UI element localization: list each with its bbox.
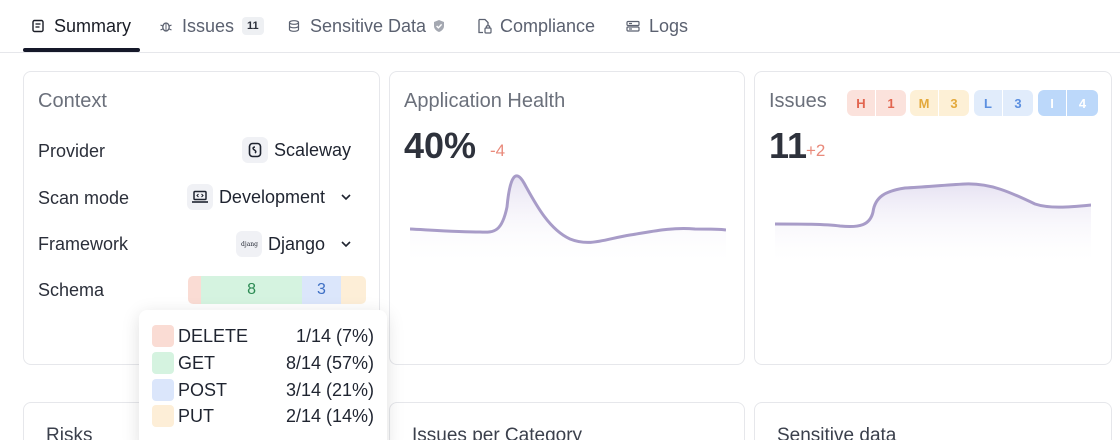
health-sparkline bbox=[410, 174, 726, 267]
tooltip-swatch bbox=[152, 325, 174, 347]
issues-sparkline-area bbox=[775, 183, 1091, 267]
severity-letter: L bbox=[984, 95, 992, 111]
scan-mode-label: Scan mode bbox=[38, 188, 130, 208]
severity-info-badge[interactable]: I 4 bbox=[1038, 90, 1098, 116]
issues-delta: +2 bbox=[806, 141, 826, 160]
logs-icon bbox=[625, 18, 641, 34]
provider-name: Scaleway bbox=[273, 139, 351, 160]
tooltip-swatch bbox=[152, 379, 174, 401]
laptop-code-icon bbox=[186, 184, 213, 210]
tooltip-value: 8/14 (57%) bbox=[285, 352, 374, 373]
tooltip-row-delete: DELETE 1/14 (7%) bbox=[152, 325, 374, 347]
issues-count-badge: 11 bbox=[242, 17, 264, 35]
document-icon bbox=[30, 18, 46, 34]
issues-title: Issues bbox=[769, 90, 827, 112]
schema-segment-put[interactable] bbox=[340, 276, 366, 304]
tab-sensitive-data[interactable]: Sensitive Data bbox=[286, 0, 446, 52]
scan-mode-value: Development bbox=[218, 186, 325, 207]
tooltip-method: PUT bbox=[178, 405, 214, 426]
tooltip-row-post: POST 3/14 (21%) bbox=[152, 379, 374, 401]
severity-medium-badge[interactable]: M 3 bbox=[910, 90, 969, 116]
bug-icon bbox=[158, 18, 174, 34]
scan-mode-select[interactable]: Development bbox=[186, 184, 353, 210]
health-sparkline-line bbox=[410, 174, 726, 244]
tab-summary[interactable]: Summary bbox=[30, 0, 131, 52]
severity-letter: M bbox=[918, 95, 930, 111]
tooltip-row-get: GET 8/14 (57%) bbox=[152, 352, 374, 374]
django-logo: django bbox=[235, 231, 262, 257]
risks-title: Risks bbox=[46, 425, 93, 440]
severity-count: 3 bbox=[1014, 95, 1022, 111]
severity-divider bbox=[1066, 90, 1067, 116]
tab-label: Logs bbox=[649, 15, 689, 36]
context-title: Context bbox=[38, 90, 107, 112]
health-sparkline-area bbox=[410, 175, 726, 267]
file-lock-icon bbox=[476, 18, 492, 34]
schema-segment-get[interactable]: 8 bbox=[200, 276, 303, 304]
health-value: 40% bbox=[404, 125, 477, 166]
health-title: Application Health bbox=[404, 90, 566, 112]
schema-tooltip: DELETE 1/14 (7%) GET 8/14 (57%) POST 3/1… bbox=[139, 310, 387, 440]
health-card: Application Health 40% -4 bbox=[389, 71, 745, 365]
chevron-down-icon bbox=[339, 237, 353, 251]
shield-check-icon bbox=[432, 19, 446, 33]
sensitive-data-title: Sensitive data bbox=[777, 425, 897, 440]
active-tab-indicator bbox=[23, 48, 140, 52]
provider-label: Provider bbox=[38, 141, 106, 161]
tooltip-method: GET bbox=[178, 352, 216, 373]
issues-card: Issues H 1 M 3 L 3 I 4 11 +2 bbox=[754, 71, 1112, 365]
issues-sparkline bbox=[775, 182, 1091, 267]
severity-divider bbox=[938, 90, 939, 116]
framework-select[interactable]: django Django bbox=[235, 231, 353, 257]
schema-segment-delete[interactable] bbox=[188, 276, 201, 304]
severity-divider bbox=[875, 90, 876, 116]
tooltip-swatch bbox=[152, 405, 174, 427]
health-delta: -4 bbox=[490, 141, 506, 160]
provider-value: Scaleway bbox=[241, 137, 351, 163]
issues-per-category-card: Issues per Category bbox=[389, 402, 745, 440]
tooltip-value: 2/14 (14%) bbox=[285, 405, 374, 426]
tab-compliance[interactable]: Compliance bbox=[476, 0, 595, 52]
tab-label: Issues bbox=[182, 15, 235, 36]
svg-text:django: django bbox=[241, 241, 258, 248]
framework-label: Framework bbox=[38, 234, 129, 254]
severity-count: 3 bbox=[950, 95, 958, 111]
database-icon bbox=[286, 18, 302, 34]
tab-bar: Summary Issues 11 Sensitive Data Complia… bbox=[0, 0, 1120, 53]
tooltip-method: DELETE bbox=[178, 325, 249, 346]
schema-bar[interactable]: 8 3 bbox=[188, 276, 366, 304]
tab-logs[interactable]: Logs bbox=[625, 0, 688, 52]
issues-sparkline-line bbox=[775, 182, 1091, 229]
chevron-down-icon bbox=[339, 190, 353, 204]
severity-count: 4 bbox=[1078, 95, 1087, 111]
severity-letter: I bbox=[1050, 95, 1054, 111]
tooltip-row-put: PUT 2/14 (14%) bbox=[152, 405, 374, 427]
tab-label: Summary bbox=[54, 15, 132, 36]
schema-label: Schema bbox=[38, 280, 105, 300]
framework-value: Django bbox=[267, 233, 325, 254]
tab-label: Compliance bbox=[500, 15, 596, 36]
severity-low-badge[interactable]: L 3 bbox=[974, 90, 1033, 116]
tooltip-value: 3/14 (21%) bbox=[285, 379, 374, 400]
sensitive-data-card: Sensitive data bbox=[754, 402, 1112, 440]
tab-issues[interactable]: Issues 11 bbox=[158, 0, 264, 52]
tooltip-value: 1/14 (7%) bbox=[295, 325, 374, 346]
scaleway-logo bbox=[241, 137, 268, 163]
tooltip-method: POST bbox=[178, 379, 228, 400]
severity-count: 1 bbox=[887, 95, 895, 111]
schema-segment-post[interactable]: 3 bbox=[302, 276, 341, 304]
issues-per-category-title: Issues per Category bbox=[412, 425, 583, 440]
tab-label: Sensitive Data bbox=[310, 15, 427, 36]
issues-value: 11 bbox=[769, 125, 808, 166]
severity-letter: H bbox=[856, 95, 866, 111]
severity-high-badge[interactable]: H 1 bbox=[847, 90, 906, 116]
severity-divider bbox=[1002, 90, 1003, 116]
tooltip-swatch bbox=[152, 352, 174, 374]
